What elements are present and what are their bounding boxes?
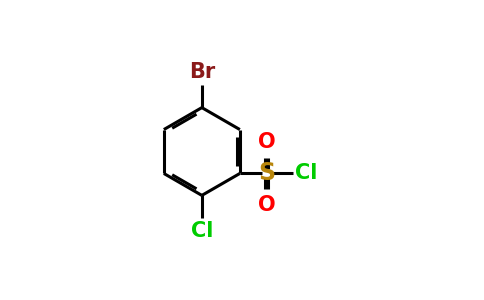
Text: O: O bbox=[257, 132, 275, 152]
Text: Cl: Cl bbox=[295, 164, 317, 183]
Text: Cl: Cl bbox=[191, 221, 213, 241]
Text: Br: Br bbox=[189, 62, 215, 82]
Text: S: S bbox=[258, 161, 275, 185]
Text: O: O bbox=[257, 195, 275, 215]
